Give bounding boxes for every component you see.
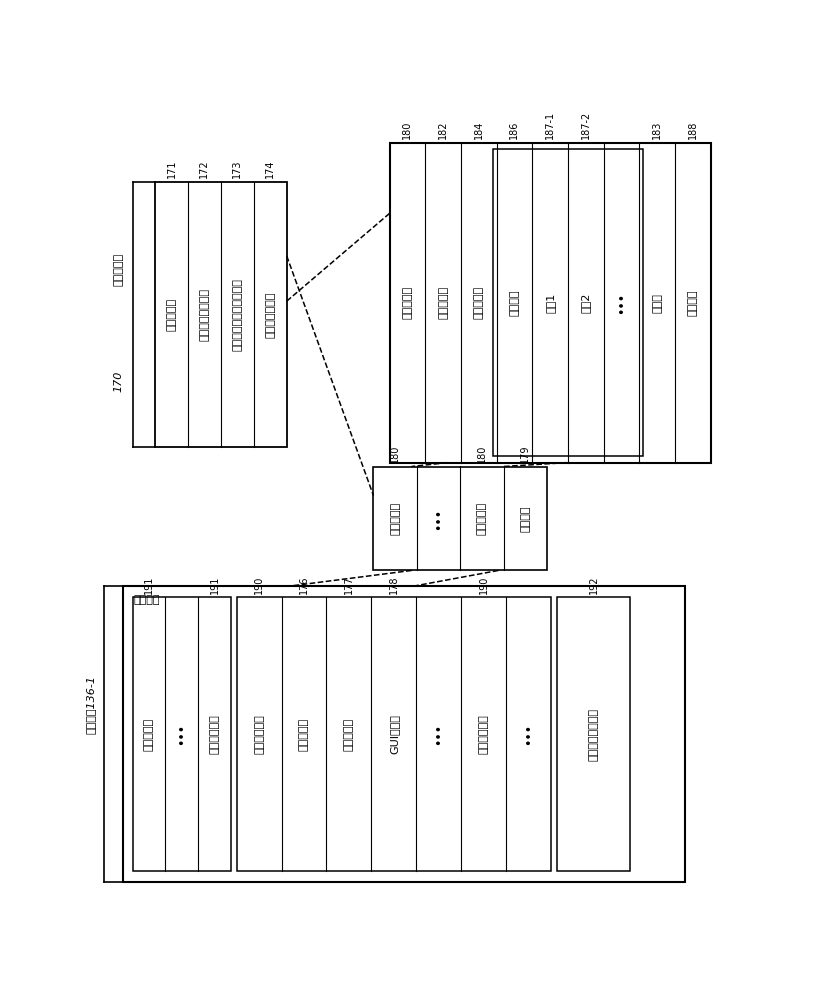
Text: 数据更新器: 数据更新器 <box>299 718 309 751</box>
Bar <box>556 597 629 871</box>
Text: •••: ••• <box>432 723 445 745</box>
Text: 180: 180 <box>390 444 400 463</box>
Text: 171: 171 <box>166 159 176 178</box>
Text: •••: ••• <box>522 723 535 745</box>
Bar <box>123 586 684 882</box>
Text: 184: 184 <box>473 121 484 139</box>
Text: 活动事件识别器确定模块: 活动事件识别器确定模块 <box>232 278 242 351</box>
Text: 186: 186 <box>509 121 519 139</box>
Text: 事件分类器: 事件分类器 <box>113 253 123 286</box>
Text: 命中视图确定模块: 命中视图确定模块 <box>200 288 209 341</box>
Text: 事件1: 事件1 <box>545 293 555 313</box>
Text: 179: 179 <box>520 444 530 463</box>
Text: 事件识别器: 事件识别器 <box>476 502 486 535</box>
Text: 172: 172 <box>200 159 209 178</box>
Text: 事件识别器: 事件识别器 <box>402 286 412 319</box>
Text: 187-1: 187-1 <box>545 111 555 139</box>
Text: 187-2: 187-2 <box>580 111 590 139</box>
Text: 183: 183 <box>652 121 662 139</box>
Text: 180: 180 <box>476 444 486 463</box>
Text: •••: ••• <box>614 292 628 314</box>
Text: 事件递送: 事件递送 <box>687 290 697 316</box>
Text: 元数据: 元数据 <box>652 293 662 313</box>
Text: 应用程序视图: 应用程序视图 <box>209 714 219 754</box>
Text: •••: ••• <box>431 507 445 530</box>
Bar <box>155 182 286 447</box>
Text: GUI更新器: GUI更新器 <box>388 714 398 754</box>
Text: 应用程视图: 应用程视图 <box>144 718 154 751</box>
Text: 176: 176 <box>299 575 309 594</box>
Text: 事件识别器: 事件识别器 <box>390 502 400 535</box>
Text: 191: 191 <box>209 575 219 594</box>
Text: 180: 180 <box>402 121 412 139</box>
Text: 事件分配器模块: 事件分配器模块 <box>265 291 275 338</box>
Text: 192: 192 <box>588 575 598 594</box>
Bar <box>389 143 710 463</box>
Text: 事件监视器: 事件监视器 <box>166 298 176 331</box>
Bar <box>373 466 546 570</box>
Text: 178: 178 <box>388 575 398 594</box>
Text: 188: 188 <box>687 121 697 139</box>
Text: 事件2: 事件2 <box>580 293 590 313</box>
Text: 事件处理程序: 事件处理程序 <box>253 714 263 754</box>
Text: 应用程序内部状态: 应用程序内部状态 <box>588 708 598 761</box>
Text: 170: 170 <box>113 370 123 392</box>
Text: 173: 173 <box>232 159 242 178</box>
Text: 事件接收器: 事件接收器 <box>437 286 447 319</box>
Text: 190: 190 <box>253 575 263 594</box>
Bar <box>132 597 231 871</box>
Text: 177: 177 <box>344 575 354 594</box>
Bar <box>236 597 551 871</box>
Text: 事件数据: 事件数据 <box>520 505 530 532</box>
Bar <box>493 149 642 456</box>
Text: 事件处理程序: 事件处理程序 <box>479 714 489 754</box>
Text: 事件比较器: 事件比较器 <box>473 286 484 319</box>
Text: 对象更新器: 对象更新器 <box>344 718 354 751</box>
Text: 应用程序136-1: 应用程序136-1 <box>85 675 96 734</box>
Text: •••: ••• <box>175 723 188 745</box>
Text: 182: 182 <box>437 121 447 139</box>
Text: 174: 174 <box>265 159 275 178</box>
Text: 191: 191 <box>144 575 154 594</box>
Text: 事件定义: 事件定义 <box>509 290 519 316</box>
Text: 190: 190 <box>479 575 489 594</box>
Text: 应用程序: 应用程序 <box>133 595 160 605</box>
